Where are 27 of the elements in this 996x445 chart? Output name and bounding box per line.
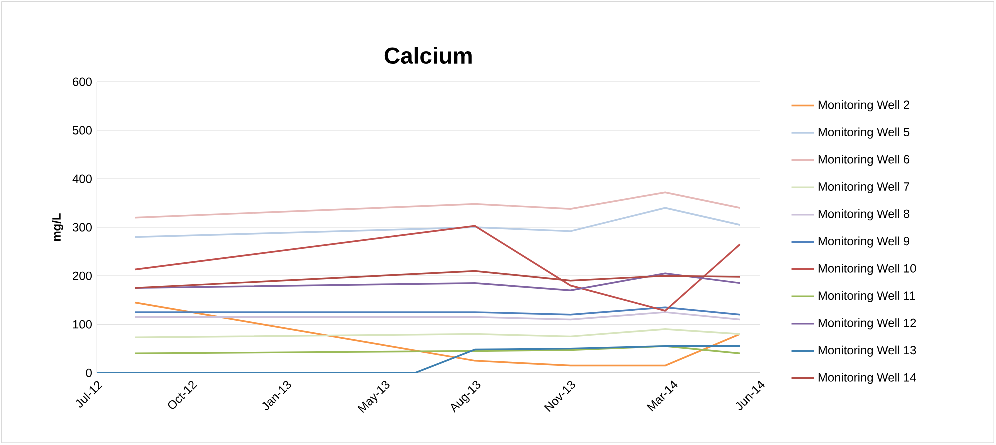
legend-label: Monitoring Well 7 xyxy=(818,182,910,194)
legend-label: Monitoring Well 13 xyxy=(818,346,916,358)
y-tick-label: 500 xyxy=(72,126,92,135)
legend-label: Monitoring Well 5 xyxy=(818,128,910,139)
legend-label: Monitoring Well 2 xyxy=(818,100,910,112)
line-series xyxy=(134,328,742,339)
y-tick-label: 600 xyxy=(73,78,92,86)
legend-label: Monitoring Well 8 xyxy=(818,210,910,221)
y-tick-label: 0 xyxy=(86,368,92,378)
line-series xyxy=(97,346,742,374)
y-axis-title: mg/L xyxy=(52,214,64,242)
y-tick-label: 400 xyxy=(72,174,92,184)
legend-label: Monitoring Well 6 xyxy=(818,155,910,166)
legend-label: Monitoring Well 10 xyxy=(818,264,916,276)
y-tick-label: 200 xyxy=(73,272,92,280)
legend-label: Monitoring Well 11 xyxy=(818,291,916,302)
legend-label: Monitoring Well 9 xyxy=(818,236,910,248)
y-tick-label: 300 xyxy=(72,223,92,232)
line-series xyxy=(134,302,742,367)
legend-label: Monitoring Well 14 xyxy=(818,373,916,384)
y-tick-label: 100 xyxy=(73,320,92,329)
line-series xyxy=(134,192,742,219)
line-series xyxy=(134,346,742,355)
line-series xyxy=(134,225,742,312)
chart-title: Calcium xyxy=(384,47,472,64)
legend-label: Monitoring Well 12 xyxy=(818,318,916,330)
line-series xyxy=(134,207,742,238)
